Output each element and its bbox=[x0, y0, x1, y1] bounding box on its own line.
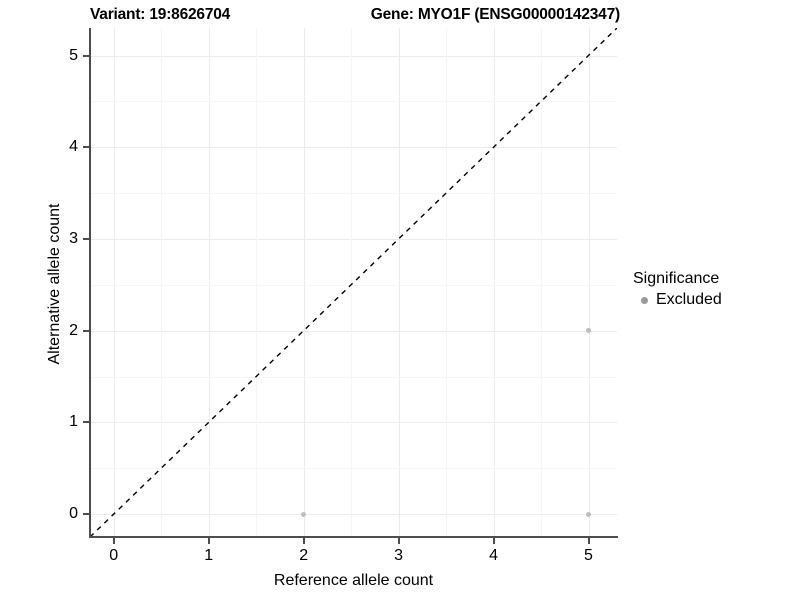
gridline bbox=[303, 28, 305, 537]
data-point bbox=[586, 511, 591, 517]
legend: Significance Excluded bbox=[633, 269, 793, 311]
y-axis-tick bbox=[83, 513, 89, 516]
y-axis-tick bbox=[83, 237, 89, 240]
gridline bbox=[90, 514, 617, 516]
gridline bbox=[256, 28, 258, 537]
y-axis-tick bbox=[83, 329, 89, 332]
gene-title: Gene: MYO1F (ENSG00000142347) bbox=[370, 6, 620, 23]
gridline bbox=[90, 376, 617, 378]
y-axis-label: Alternative allele count bbox=[46, 203, 63, 365]
x-axis-line bbox=[89, 536, 618, 538]
x-axis-tick-label: 0 bbox=[109, 547, 119, 564]
gridline bbox=[90, 284, 617, 286]
legend-title: Significance bbox=[633, 270, 720, 287]
y-axis-tick bbox=[83, 421, 89, 424]
gridline bbox=[446, 28, 448, 537]
y-axis-tick-label: 5 bbox=[69, 46, 78, 64]
x-axis-tick bbox=[587, 538, 590, 544]
y-axis-tick bbox=[83, 146, 89, 149]
plot-panel bbox=[90, 28, 617, 537]
gridline bbox=[90, 238, 617, 240]
gridline bbox=[90, 55, 617, 57]
gridline bbox=[90, 101, 617, 103]
x-axis-tick-label: 2 bbox=[299, 547, 309, 564]
plot-title-row: Variant: 19:8626704 Gene: MYO1F (ENSG000… bbox=[90, 4, 620, 26]
gridline bbox=[161, 28, 163, 537]
gridline bbox=[113, 28, 115, 537]
gridline bbox=[588, 28, 590, 537]
legend-item[interactable]: Excluded bbox=[635, 289, 793, 311]
y-axis-tick bbox=[83, 54, 89, 57]
gridline bbox=[398, 28, 400, 537]
y-axis-line bbox=[89, 28, 91, 538]
y-axis-tick-label: 0 bbox=[69, 505, 78, 523]
gridline bbox=[90, 193, 617, 195]
gridline bbox=[541, 28, 543, 537]
x-axis-tick bbox=[112, 538, 115, 544]
gridline bbox=[493, 28, 495, 537]
x-axis-tick-label: 5 bbox=[584, 547, 593, 564]
data-point bbox=[301, 511, 307, 517]
variant-title: Variant: 19:8626704 bbox=[90, 6, 231, 23]
gridline bbox=[90, 147, 617, 149]
gridline bbox=[90, 330, 617, 332]
legend-item-label: Excluded bbox=[656, 291, 722, 308]
legend-items: Excluded bbox=[633, 289, 793, 311]
gridline bbox=[208, 28, 210, 537]
diagonal-dashed-line bbox=[90, 28, 617, 537]
gridline bbox=[90, 468, 617, 470]
x-axis-tick bbox=[302, 538, 305, 544]
x-axis-tick bbox=[207, 538, 210, 544]
x-axis-tick bbox=[397, 538, 400, 544]
gridline bbox=[351, 28, 353, 537]
x-axis-tick bbox=[492, 538, 495, 544]
x-axis-tick-label: 4 bbox=[489, 547, 498, 564]
x-axis-tick-label: 3 bbox=[394, 547, 404, 564]
y-axis-tick-label: 4 bbox=[69, 138, 78, 156]
y-axis-tick-label: 2 bbox=[69, 321, 78, 339]
y-axis-tick-label: 3 bbox=[69, 229, 78, 247]
data-point bbox=[586, 328, 591, 334]
point-marker bbox=[635, 291, 653, 309]
gridline bbox=[90, 422, 617, 424]
identity-reference-line bbox=[90, 28, 617, 537]
x-axis-tick-label: 1 bbox=[204, 547, 214, 564]
x-axis-label: Reference allele count bbox=[273, 572, 434, 589]
y-axis-tick-label: 1 bbox=[69, 413, 78, 431]
